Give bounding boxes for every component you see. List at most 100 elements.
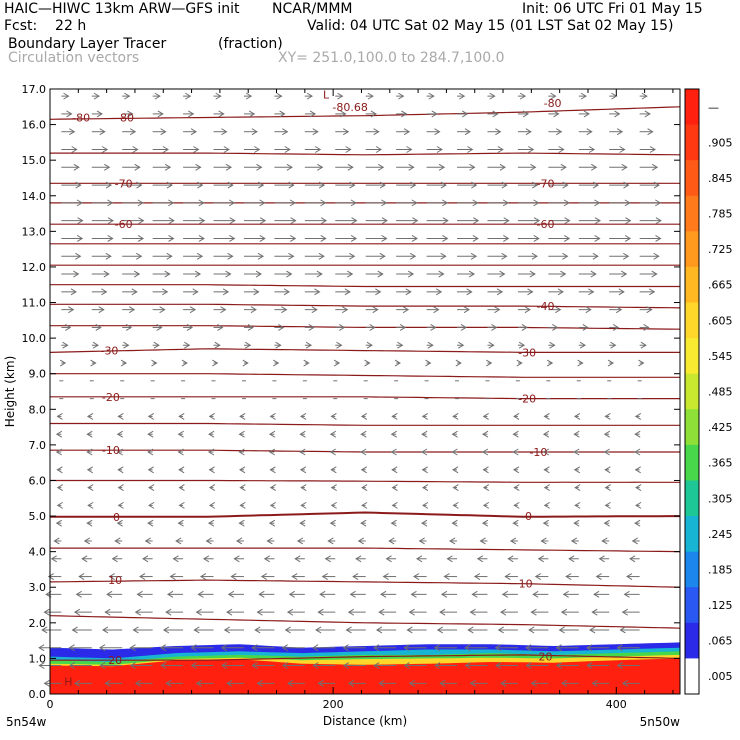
vector-arrow-615 xyxy=(517,146,535,153)
vector-arrow-115 xyxy=(501,590,518,598)
vector-arrow-590 xyxy=(365,163,385,171)
vector-arrow-28 xyxy=(281,662,305,669)
vector-arrow-515 xyxy=(517,235,540,242)
vector-arrow-619 xyxy=(639,146,656,153)
vector-arrow-651 xyxy=(396,110,408,118)
vector-arrow-486 xyxy=(243,252,265,260)
vector-arrow-628 xyxy=(304,128,319,136)
vector-arrow-289 xyxy=(329,430,337,438)
vector-arrow-183 xyxy=(147,519,154,527)
vector-arrow-16 xyxy=(530,679,549,687)
vector-arrow-403 xyxy=(152,324,163,331)
vector-arrow-618 xyxy=(609,146,626,153)
vector-arrow-13 xyxy=(439,679,458,687)
vector-arrow-430 xyxy=(365,306,379,314)
vector-arrow-531 xyxy=(396,217,419,225)
vector-arrow-664 xyxy=(183,92,192,100)
vector-arrow-634 xyxy=(487,128,502,136)
vector-arrow-462 xyxy=(122,270,141,278)
contour-line-20 xyxy=(50,654,681,661)
vector-arrow-55 xyxy=(494,644,518,652)
contour-label-11: -30 xyxy=(518,346,536,359)
vector-arrow-473 xyxy=(457,270,476,278)
vector-arrow-443 xyxy=(152,288,169,296)
vector-arrow-171 xyxy=(388,537,397,545)
vector-arrow-621 xyxy=(91,128,106,136)
vector-arrow-368 xyxy=(303,359,310,367)
vector-arrow-396 xyxy=(548,341,556,349)
vector-arrow-63 xyxy=(132,626,153,634)
vector-arrow-594 xyxy=(487,163,506,171)
contour-label-17: 0 xyxy=(525,510,532,523)
vector-arrow-120 xyxy=(47,573,62,580)
colorbar-label-16: .005 xyxy=(708,670,733,683)
vector-arrow-303 xyxy=(147,412,155,420)
vector-arrow-405 xyxy=(213,324,224,331)
vector-arrow-494 xyxy=(487,252,508,260)
contour-label-layer: -80 -80 -80.68L -80 -70 -70 -60 -60 -40 -30 -30 -20… xyxy=(64,88,561,688)
colorbar-label-6: .605 xyxy=(708,314,733,327)
contour-line-8 xyxy=(50,303,681,309)
vector-arrow-582 xyxy=(122,163,141,171)
vector-arrow-670 xyxy=(365,92,374,100)
vector-arrow-169 xyxy=(327,537,336,545)
circulation-vector-layer xyxy=(38,92,662,687)
vector-arrow-654 xyxy=(487,110,499,118)
vector-arrow-31 xyxy=(373,662,397,669)
vector-arrow-73 xyxy=(436,626,458,634)
vector-arrow-250 xyxy=(360,466,368,474)
vector-arrow-87 xyxy=(256,608,275,616)
vector-arrow-490 xyxy=(365,252,386,260)
vector-arrow-154 xyxy=(476,555,488,563)
colorbar-label-2: .845 xyxy=(708,172,733,185)
y-tick-label-9: 9.0 xyxy=(29,368,47,381)
vector-arrow-46 xyxy=(220,644,244,652)
vector-arrow-578 xyxy=(609,181,630,189)
vector-arrow-629 xyxy=(335,128,350,136)
vector-arrow-192 xyxy=(421,519,428,527)
vector-arrow-10 xyxy=(347,679,366,687)
vector-arrow-80 xyxy=(43,608,62,616)
vector-arrow-655 xyxy=(517,110,530,118)
vector-arrow-37 xyxy=(555,662,579,669)
vector-arrow-286 xyxy=(238,430,245,438)
vector-arrow-509 xyxy=(335,235,358,242)
vector-arrow-234 xyxy=(482,484,490,492)
vector-arrow-22 xyxy=(99,662,123,669)
vector-arrow-371 xyxy=(394,359,401,367)
vector-arrow-672 xyxy=(426,92,435,100)
vector-arrow-602 xyxy=(122,146,139,153)
vector-arrow-7 xyxy=(256,679,275,687)
vector-arrow-205 xyxy=(208,501,216,509)
vector-arrow-631 xyxy=(396,128,411,136)
vector-arrow-272 xyxy=(421,448,428,456)
field-units: (fraction) xyxy=(218,36,283,52)
x-tick-label-2: 400 xyxy=(606,698,627,711)
vector-arrow-495 xyxy=(517,252,538,260)
vector-arrow-1 xyxy=(73,679,92,687)
vector-arrow-478 xyxy=(609,270,628,278)
vector-arrow-102 xyxy=(106,590,123,598)
vector-arrow-429 xyxy=(335,306,349,314)
vector-arrow-675 xyxy=(517,92,527,100)
vector-arrow-42 xyxy=(99,644,123,652)
vector-arrow-124 xyxy=(169,573,184,580)
vector-arrow-60 xyxy=(41,626,62,634)
vector-arrow-246 xyxy=(239,466,246,474)
vector-arrow-434 xyxy=(487,306,501,314)
vector-arrow-23 xyxy=(129,662,153,669)
vector-arrow-423 xyxy=(152,306,166,314)
contour-label-18: 10 xyxy=(108,574,122,587)
vector-arrow-155 xyxy=(507,555,518,563)
vector-arrow-274 xyxy=(481,448,489,456)
vector-arrow-380 xyxy=(61,341,69,349)
field-name: Boundary Layer Tracer xyxy=(8,36,167,52)
vector-arrow-176 xyxy=(540,537,549,545)
vector-arrow-663 xyxy=(152,92,161,100)
vector-arrow-616 xyxy=(548,146,565,153)
vector-arrow-11 xyxy=(378,679,397,687)
y-axis-label: Height (km) xyxy=(3,356,17,427)
vector-arrow-525 xyxy=(213,217,236,225)
vector-arrow-650 xyxy=(365,110,377,118)
vector-arrow-604 xyxy=(183,146,200,153)
